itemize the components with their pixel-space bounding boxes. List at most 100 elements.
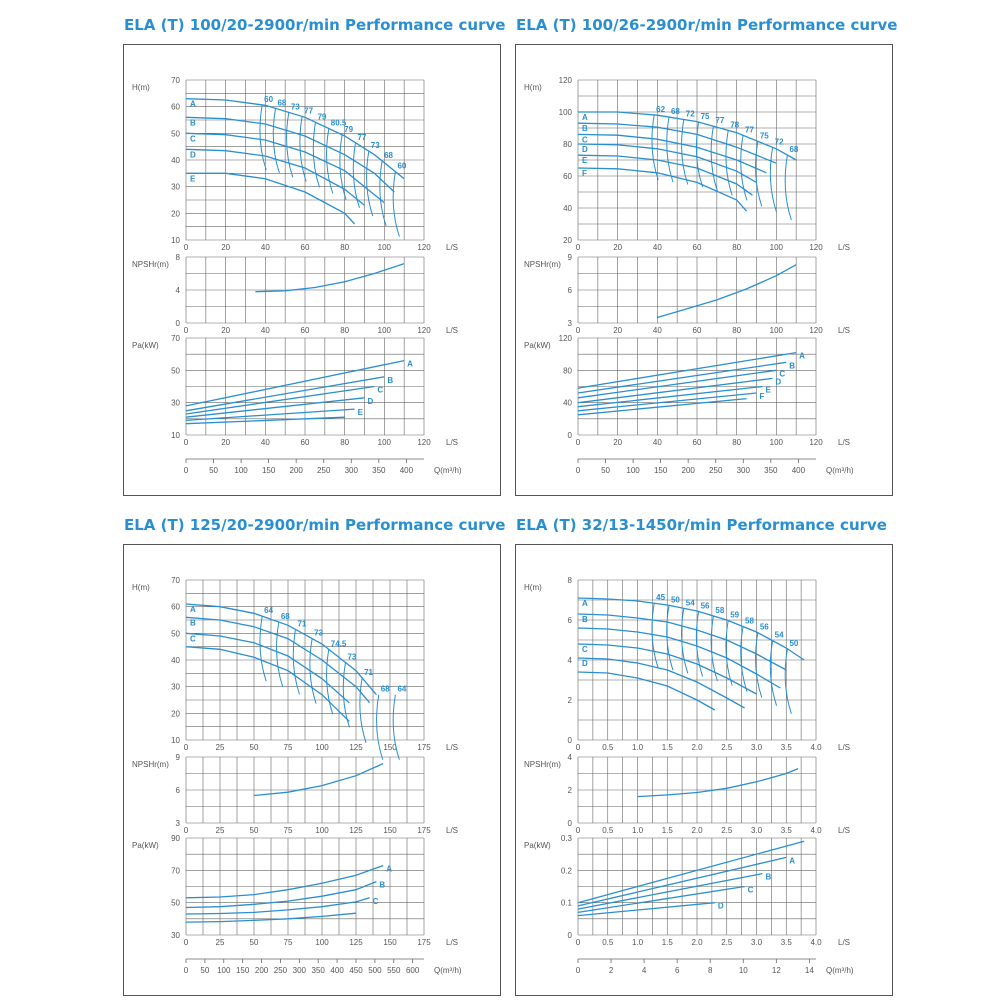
efficiency-label: 68 (384, 151, 393, 160)
efficiency-label: 59 (730, 611, 739, 620)
npsh-y-axis-label: NPSHr(m) (524, 260, 561, 269)
power-curve-label: D (368, 397, 374, 406)
npsh-y-tick-label: 0 (176, 319, 181, 328)
efficiency-label: 68 (277, 98, 286, 107)
power-x-tick-label: 20 (221, 438, 230, 447)
efficiency-label: 77 (745, 125, 754, 134)
power-x-tick-label: 2.5 (721, 938, 733, 947)
npsh-y-tick-label: 3 (568, 319, 573, 328)
power-curve-A (577, 856, 787, 907)
head-x-tick-label: 0 (576, 743, 581, 752)
power-curve-extra-5 (185, 416, 345, 425)
efficiency-label: 58 (745, 617, 754, 626)
efficiency-label: 54 (775, 631, 784, 640)
efficiency-label: 45 (656, 593, 665, 602)
q-m3h-tick-label: 400 (400, 466, 414, 475)
power-curve-A (577, 351, 797, 389)
efficiency-label: 77 (715, 116, 724, 125)
npsh-curve (637, 767, 799, 798)
efficiency-isoline (784, 648, 792, 714)
npsh-y-tick-label: 6 (568, 286, 573, 295)
npsh-curve (255, 262, 405, 293)
npsh-x-tick-label: 0 (576, 326, 581, 335)
head-y-tick-label: 2 (568, 696, 573, 705)
npsh-x-tick-label: 0 (576, 826, 581, 835)
npsh-x-tick-label: 3.0 (751, 826, 763, 835)
power-x-tick-label: 20 (613, 438, 622, 447)
power-curve-B (185, 376, 385, 412)
q-m3h-tick-label: 50 (200, 966, 209, 975)
npsh-y-tick-label: 3 (176, 819, 181, 828)
head-curve-label: A (190, 605, 196, 614)
efficiency-isoline (666, 605, 674, 671)
power-curve-label: E (765, 386, 771, 395)
head-y-tick-label: 10 (171, 736, 180, 745)
power-curve-D (577, 902, 715, 917)
head-curve-label: D (582, 659, 588, 668)
q-m3h-tick-label: 150 (262, 466, 276, 475)
efficiency-label: 79 (317, 112, 326, 121)
head-curve-label: B (582, 615, 588, 624)
head-x-tick-label: 40 (653, 243, 662, 252)
efficiency-isoline (695, 121, 704, 188)
head-x-tick-label: 20 (613, 243, 622, 252)
head-y-tick-label: 10 (171, 236, 180, 245)
power-curve-B (577, 872, 763, 910)
head-x-tick-label: 150 (383, 743, 397, 752)
efficiency-label: 72 (775, 137, 784, 146)
npsh-x-tick-label: 80 (340, 326, 349, 335)
power-y-tick-label: 10 (171, 431, 180, 440)
power-x-tick-label: 175 (417, 938, 431, 947)
efficiency-isoline (681, 119, 689, 185)
head-y-tick-label: 70 (171, 576, 180, 585)
chart-panel-3: 10 20 30 40 50 60 70 H(m) 0 25 50 75 100 125 150 175 L/S… (123, 544, 501, 996)
power-curve-C (577, 885, 745, 914)
npsh-x-tick-label: 40 (653, 326, 662, 335)
head-x-tick-label: 3.5 (781, 743, 793, 752)
power-y-axis-label: Pa(kW) (524, 841, 551, 850)
power-curve-B (185, 880, 377, 909)
power-x-tick-label: 0 (576, 438, 581, 447)
q-m3h-tick-label: 200 (682, 466, 696, 475)
power-x-tick-label: 100 (315, 938, 329, 947)
efficiency-isoline (259, 104, 267, 171)
power-curve-E (185, 408, 355, 422)
q-m3h-tick-label: 100 (217, 966, 231, 975)
q-m3h-tick-label: 400 (792, 466, 806, 475)
power-curve-label: A (789, 856, 795, 865)
npsh-x-tick-label: 120 (809, 326, 823, 335)
head-x-tick-label: 1.5 (662, 743, 674, 752)
power-x-unit-label: L/S (838, 438, 850, 447)
head-x-tick-label: 4.0 (810, 743, 822, 752)
efficiency-isoline (740, 626, 748, 692)
power-x-tick-label: 100 (770, 438, 784, 447)
efficiency-isoline (309, 638, 317, 704)
q-m3h-tick-label: 250 (274, 966, 288, 975)
npsh-x-unit-label: L/S (838, 826, 850, 835)
q-m3h-tick-label: 0 (184, 466, 189, 475)
head-x-tick-label: 120 (417, 243, 431, 252)
efficiency-isoline (740, 135, 748, 201)
q-m3h-tick-label: 600 (406, 966, 420, 975)
power-x-tick-label: 50 (250, 938, 259, 947)
power-x-tick-label: 0 (184, 438, 189, 447)
efficiency-isoline (392, 171, 400, 237)
efficiency-label: 75 (701, 112, 710, 121)
npsh-x-tick-label: 1.0 (632, 826, 644, 835)
npsh-x-tick-label: 3.5 (781, 826, 793, 835)
head-y-tick-label: 100 (559, 108, 573, 117)
head-curve-label: A (582, 113, 588, 122)
efficiency-label: 54 (686, 598, 695, 607)
power-curve-extra-3 (185, 912, 357, 923)
head-y-axis-label: H(m) (524, 83, 542, 92)
power-x-unit-label: L/S (446, 938, 458, 947)
power-x-tick-label: 150 (383, 938, 397, 947)
efficiency-isoline (339, 134, 347, 200)
head-y-tick-label: 40 (563, 204, 572, 213)
q-m3h-tick-label: 500 (368, 966, 382, 975)
power-curve-label: A (407, 360, 413, 369)
head-curve-B (185, 616, 371, 704)
efficiency-label: 68 (789, 145, 798, 154)
power-x-unit-label: L/S (838, 938, 850, 947)
